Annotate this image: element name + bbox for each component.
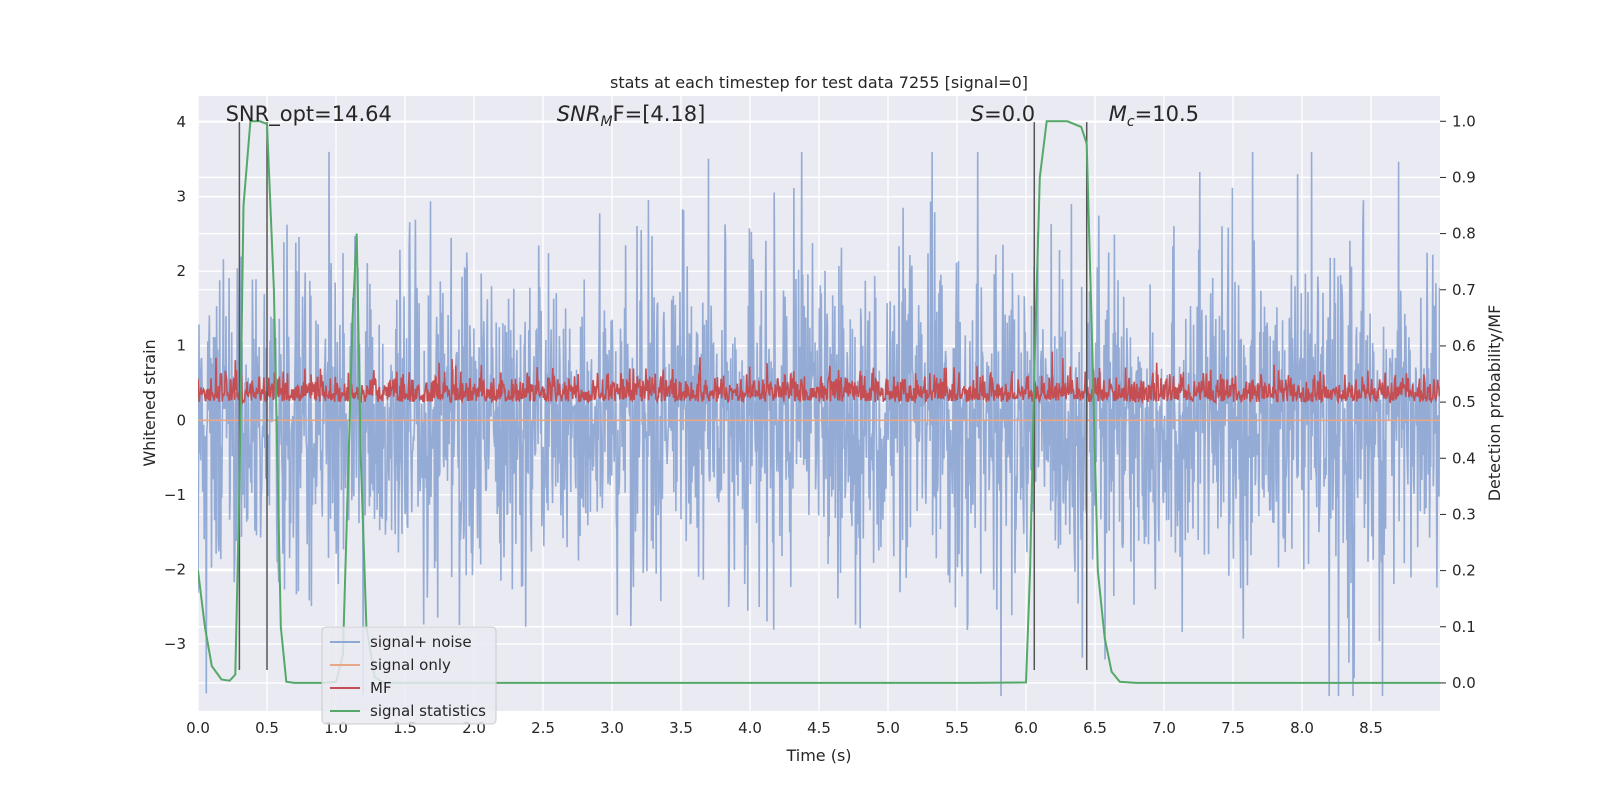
x-axis-label: Time (s): [785, 746, 851, 765]
series-signal-noise: [198, 151, 1440, 697]
y-tick-label-right: 0.1: [1452, 618, 1476, 636]
legend-label: signal+ noise: [370, 633, 472, 651]
x-tick-label: 3.0: [600, 719, 624, 737]
annotation-suffix: =10.5: [1135, 102, 1199, 126]
annotations: SNR_opt=14.64 SNRMF=[4.18] S=0.0 Mc=10.5: [226, 102, 1199, 130]
y-tick-label-right: 0.4: [1452, 449, 1476, 467]
x-tick-label: 4.0: [738, 719, 762, 737]
annotation-1: SNRMF=[4.18]: [557, 102, 706, 130]
x-tick-label: 0.5: [255, 719, 279, 737]
y-axis-label-right: Detection probability/MF: [1485, 305, 1504, 502]
x-tick-label: 7.0: [1152, 719, 1176, 737]
x-tick-label: 6.0: [1014, 719, 1038, 737]
y-tick-label-right: 0.9: [1452, 168, 1476, 186]
legend-label: signal only: [370, 656, 451, 674]
y-tick-label-left: 2: [176, 262, 186, 280]
y-tick-label-right: 0.5: [1452, 393, 1476, 411]
x-tick-label: 7.5: [1221, 719, 1245, 737]
x-tick-label: 5.5: [945, 719, 969, 737]
annotation-prefix: SNR_opt=14.64: [226, 102, 392, 127]
legend-label: signal statistics: [370, 702, 486, 720]
ticks-layer: 0.0 0.5 1.0 1.5 2.0 2.5 3.0 3.5 4.0 4.5 5.0 5.5 6.0 6…: [164, 112, 1476, 737]
annotation-prefix: S: [971, 102, 984, 126]
y-tick-label-left: 0: [176, 411, 186, 429]
chart-title: stats at each timestep for test data 725…: [610, 73, 1028, 92]
y-tick-label-left: −1: [164, 486, 186, 504]
x-tick-label: 0.0: [186, 719, 210, 737]
y-tick-label-right: 0.2: [1452, 562, 1476, 580]
y-tick-label-left: −2: [164, 560, 186, 578]
series-mf: [198, 351, 1440, 405]
annotation-prefix: SNR: [557, 102, 601, 126]
legend: signal+ noise signal only MF signal statist…: [321, 626, 497, 725]
x-tick-label: 6.5: [1083, 719, 1107, 737]
annotation-subscript: c: [1127, 114, 1135, 130]
y-tick-label-left: 1: [176, 337, 186, 355]
legend-box: [321, 626, 497, 725]
y-axis-label-left: Whitened strain: [140, 339, 159, 466]
annotation-subscript: M: [600, 114, 612, 130]
annotation-0: SNR_opt=14.64: [226, 102, 392, 127]
annotation-suffix: F=[4.18]: [613, 102, 706, 126]
legend-label: MF: [370, 679, 392, 697]
y-tick-label-left: −3: [164, 635, 186, 653]
y-tick-label-right: 0.6: [1452, 337, 1476, 355]
annotation-suffix: =0.0: [984, 102, 1035, 126]
y-tick-label-left: 3: [176, 188, 186, 206]
annotation-prefix: M: [1109, 102, 1127, 126]
x-tick-label: 4.5: [807, 719, 831, 737]
y-tick-label-right: 0.8: [1452, 225, 1476, 243]
annotation-3: Mc=10.5: [1109, 102, 1199, 130]
x-tick-label: 8.0: [1290, 719, 1314, 737]
y-tick-label-right: 1.0: [1452, 112, 1476, 130]
annotation-2: S=0.0: [971, 102, 1035, 126]
x-tick-label: 8.5: [1359, 719, 1383, 737]
y-tick-label-right: 0.0: [1452, 674, 1476, 692]
y-tick-label-right: 0.7: [1452, 281, 1476, 299]
x-tick-label: 3.5: [669, 719, 693, 737]
y-tick-label-left: 4: [176, 113, 186, 131]
x-tick-label: 5.0: [876, 719, 900, 737]
x-tick-label: 2.5: [531, 719, 555, 737]
y-tick-label-right: 0.3: [1452, 505, 1476, 523]
